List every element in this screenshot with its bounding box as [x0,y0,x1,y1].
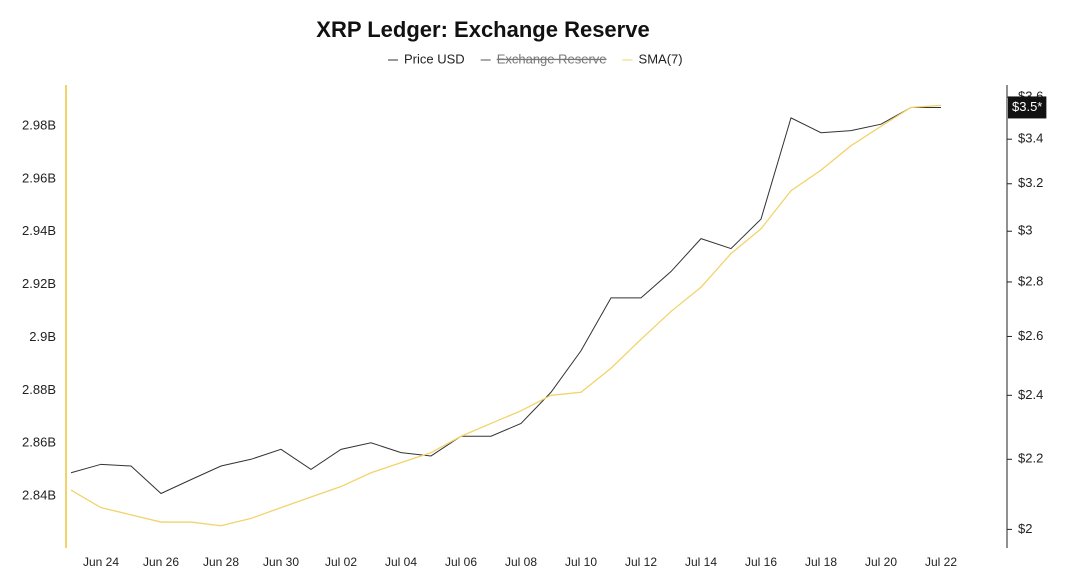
y2-tick-label: $2.4 [1018,387,1043,402]
legend-label: Price USD [404,51,465,66]
y-tick-label: 2.94B [22,223,56,238]
annotation-label: $3.5* [1012,99,1042,114]
x-tick-label: Jun 30 [263,555,299,569]
y2-tick-label: $3.2 [1018,175,1043,190]
chart-title: XRP Ledger: Exchange Reserve [316,17,649,42]
x-tick-label: Jul 14 [685,555,717,569]
x-tick-label: Jun 26 [143,555,179,569]
x-tick-label: Jun 24 [83,555,119,569]
x-tick-label: Jul 12 [625,555,657,569]
y-tick-label: 2.92B [22,276,56,291]
y-tick-label: 2.96B [22,170,56,185]
y2-tick-label: $2 [1018,521,1032,536]
x-tick-label: Jul 06 [445,555,477,569]
legend-label: SMA(7) [639,51,683,66]
price-annotation: $3.5* [1008,96,1047,119]
legend-label: Exchange Reserve [497,51,607,66]
y2-tick-label: $2.8 [1018,273,1043,288]
x-tick-label: Jul 16 [745,555,777,569]
y2-tick-label: $2.6 [1018,328,1043,343]
y-tick-label: 2.88B [22,382,56,397]
x-tick-label: Jul 20 [865,555,897,569]
x-tick-label: Jul 10 [565,555,597,569]
y-tick-label: 2.98B [22,117,56,132]
annotation-box [1008,96,1047,119]
y2-tick-label: $2.2 [1018,451,1043,466]
y2-tick-label: $3.4 [1018,131,1043,146]
y-tick-label: 2.84B [22,488,56,503]
x-tick-label: Jun 28 [203,555,239,569]
x-tick-label: Jul 02 [325,555,357,569]
x-tick-label: Jul 08 [505,555,537,569]
y2-tick-label: $3 [1018,223,1032,238]
x-tick-label: Jul 18 [805,555,837,569]
series-line [70,106,941,495]
y-tick-label: 2.9B [29,329,56,344]
series-line [70,104,942,527]
x-tick-label: Jul 22 [925,555,957,569]
y-tick-label: 2.86B [22,435,56,450]
x-tick-label: Jul 04 [385,555,417,569]
